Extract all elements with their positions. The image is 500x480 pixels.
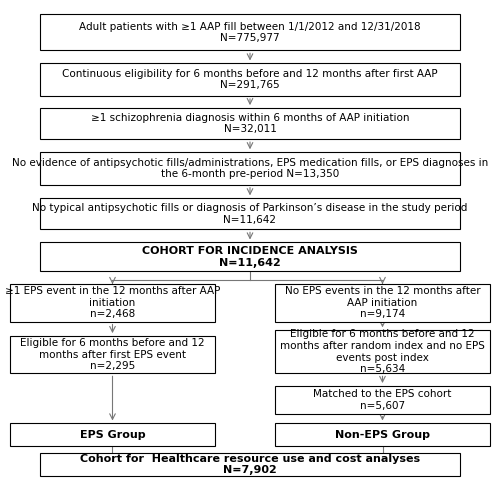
Text: ≥1 EPS event in the 12 months after AAP
initiation
n=2,468: ≥1 EPS event in the 12 months after AAP … [5,286,220,320]
Text: ≥1 schizophrenia diagnosis within 6 months of AAP initiation
N=32,011: ≥1 schizophrenia diagnosis within 6 mont… [91,113,409,134]
FancyBboxPatch shape [40,198,460,229]
FancyBboxPatch shape [40,63,460,96]
FancyBboxPatch shape [275,423,490,446]
Text: Adult patients with ≥1 AAP fill between 1/1/2012 and 12/31/2018
N=775,977: Adult patients with ≥1 AAP fill between … [79,22,421,43]
FancyBboxPatch shape [10,423,215,446]
FancyBboxPatch shape [275,284,490,322]
Text: No evidence of antipsychotic fills/administrations, EPS medication fills, or EPS: No evidence of antipsychotic fills/admin… [12,157,488,180]
FancyBboxPatch shape [10,284,215,322]
Text: Eligible for 6 months before and 12
months after random index and no EPS
events : Eligible for 6 months before and 12 mont… [280,329,485,374]
Text: No EPS events in the 12 months after
AAP initiation
n=9,174: No EPS events in the 12 months after AAP… [284,286,480,320]
Text: No typical antipsychotic fills or diagnosis of Parkinson’s disease in the study : No typical antipsychotic fills or diagno… [32,203,468,225]
FancyBboxPatch shape [40,242,460,271]
FancyBboxPatch shape [40,453,460,476]
FancyBboxPatch shape [275,330,490,373]
FancyBboxPatch shape [40,108,460,139]
Text: COHORT FOR INCIDENCE ANALYSIS
N=11,642: COHORT FOR INCIDENCE ANALYSIS N=11,642 [142,246,358,268]
FancyBboxPatch shape [10,336,215,373]
FancyBboxPatch shape [40,14,460,50]
Text: Matched to the EPS cohort
n=5,607: Matched to the EPS cohort n=5,607 [314,389,452,410]
Text: EPS Group: EPS Group [80,430,146,440]
FancyBboxPatch shape [275,386,490,414]
Text: Non-EPS Group: Non-EPS Group [335,430,430,440]
Text: Continuous eligibility for 6 months before and 12 months after first AAP
N=291,7: Continuous eligibility for 6 months befo… [62,69,438,90]
Text: Cohort for  Healthcare resource use and cost analyses
N=7,902: Cohort for Healthcare resource use and c… [80,454,420,475]
Text: Eligible for 6 months before and 12
months after first EPS event
n=2,295: Eligible for 6 months before and 12 mont… [20,338,205,372]
FancyBboxPatch shape [40,152,460,185]
